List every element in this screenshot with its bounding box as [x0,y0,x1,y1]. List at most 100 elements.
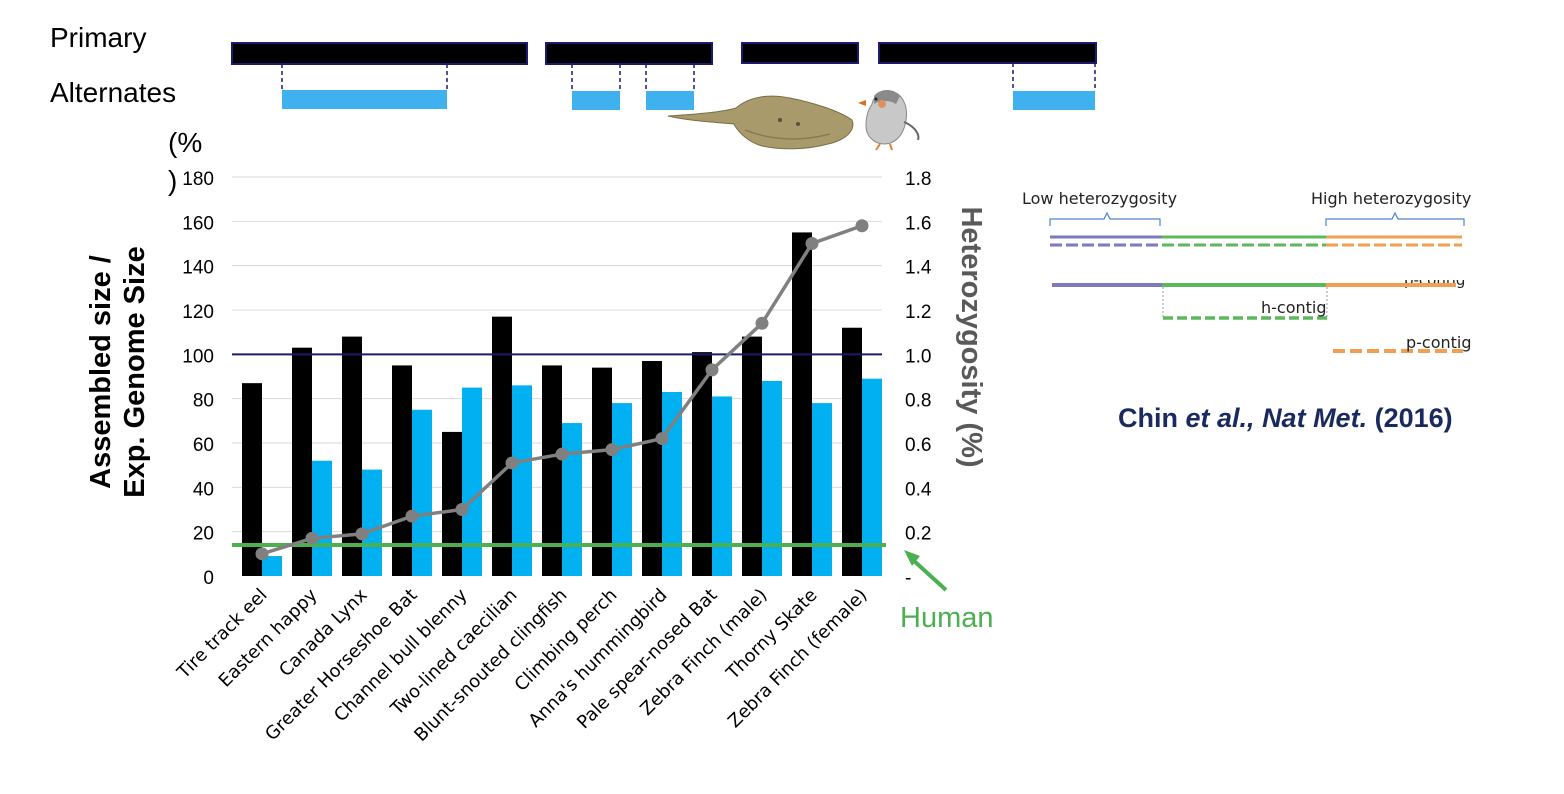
alternate-bar [812,403,832,576]
right-axis-title-group: Heterozygosity (%) [955,206,987,467]
primary-bar [692,352,712,576]
citation-year: (2016) [1375,403,1453,433]
thorny-skate-image [667,95,854,150]
primary-bar [742,336,762,576]
left-axis-title-line2: Exp. Genome Size [119,246,151,497]
left-axis-title-line1: Assembled size / [85,255,117,489]
left-tick-label: 20 [193,524,214,545]
primary-bar [642,360,662,576]
right-tick-label: 0.6 [905,435,931,456]
heterozygosity-point [355,527,369,541]
heterozygosity-series [255,219,869,561]
left-tick-label: 100 [182,346,214,367]
heterozygosity-point [505,456,519,470]
right-tick-label: 1.8 [905,169,931,190]
human-label: Human [900,602,994,634]
alternate-bar [662,392,682,576]
citation-etal: et al., [1186,403,1255,433]
citation-journal: Nat Met. [1262,403,1367,433]
zebra-finch-image [858,90,920,151]
left-tick-label: 40 [193,479,214,500]
alternate-segment [1013,91,1095,110]
low-bracket [1049,211,1161,226]
heterozygosity-point [605,443,619,457]
primary-bar [392,365,412,576]
right-tick-label: 1.6 [905,213,931,234]
primary-segment [878,42,1097,64]
heterozygosity-point [555,447,569,461]
primary-bar [542,365,562,576]
chart-reference-lines [232,353,886,547]
alternate-bar [612,403,632,576]
alternate-bar [562,423,582,576]
heterozygosity-point [805,237,819,250]
primary-bar [442,431,462,576]
primary-bar [292,347,312,576]
right-tick-label: 1.2 [905,302,931,323]
low-heterozygosity-label: Low heterozygosity [1022,189,1177,208]
alternate-bar [312,460,332,576]
alternate-segment [646,91,694,110]
left-tick-label: 160 [182,213,214,234]
citation: Chin et al., Nat Met. (2016) [1118,403,1453,433]
human-annotation: Human [900,550,994,634]
primary-bar [342,336,362,576]
right-tick-label: 0.4 [905,479,932,500]
heterozygosity-point [705,363,719,377]
high-heterozygosity-label: High heterozygosity [1311,189,1471,208]
alternate-bar [462,387,482,576]
left-tick-label: 180 [182,169,214,190]
heterozygosity-point [655,432,669,446]
right-axis-title: Heterozygosity (%) [955,206,987,467]
right-tick-label: 1.4 [905,258,932,279]
citation-author: Chin [1118,403,1178,433]
high-bracket [1325,211,1465,226]
alternate-bar [362,469,382,576]
primary-bar [492,316,512,576]
heterozygosity-point [755,316,769,330]
left-axis-unit-bottom: ) [168,165,177,196]
heterozygosity-diagram: Low heterozygosity High heterozygosity p… [1022,189,1472,353]
left-tick-label: 120 [182,302,214,323]
alternate-connectors [281,63,1096,91]
right-tick-label: - [905,568,911,589]
alternate-bar [862,378,882,576]
primary-bar [242,383,262,576]
alternate-bar [712,396,732,576]
right-tick-label: 1.0 [905,346,931,367]
primary-segment [545,42,713,65]
assembly-size-chart: 0 20 40 60 80 100 120 140 160 180 - 0.2 0.4 0.6 0.8 1.… [85,127,994,746]
heterozygosity-point [305,531,319,545]
alternate-segment [282,90,447,109]
p-contig-label: p-contig [1406,333,1472,352]
heterozygosity-point [855,219,869,233]
right-axis-ticks: - 0.2 0.4 0.6 0.8 1.0 1.2 1.4 1.6 1.8 [905,169,932,589]
heterozygosity-point [405,509,419,523]
h-contig-label: h-contig [1261,298,1327,317]
right-tick-label: 0.8 [905,391,931,412]
haplotype-schematic: Primary Alternates [50,22,1097,110]
alternate-bar [762,380,782,576]
primary-segment [741,42,859,64]
left-axis-ticks: 0 20 40 60 80 100 120 140 160 180 [182,169,214,589]
left-tick-label: 60 [193,435,214,456]
left-tick-label: 80 [193,391,214,412]
primary-bar [792,232,812,576]
right-tick-label: 0.2 [905,524,931,545]
primary-label: Primary [50,22,146,53]
alternate-bar [512,385,532,576]
alternate-bar [412,409,432,576]
left-axis-unit-top: (% [168,127,202,158]
primary-bar [842,327,862,576]
alternate-segment [572,91,620,110]
primary-segment [231,42,528,65]
alternate-bar [262,556,282,576]
left-tick-label: 140 [182,258,214,279]
alternates-label: Alternates [50,77,176,108]
heterozygosity-point [455,503,469,516]
heterozygosity-point [255,547,269,561]
left-tick-label: 0 [203,568,214,589]
left-axis-title: Assembled size / Exp. Genome Size [85,246,151,497]
